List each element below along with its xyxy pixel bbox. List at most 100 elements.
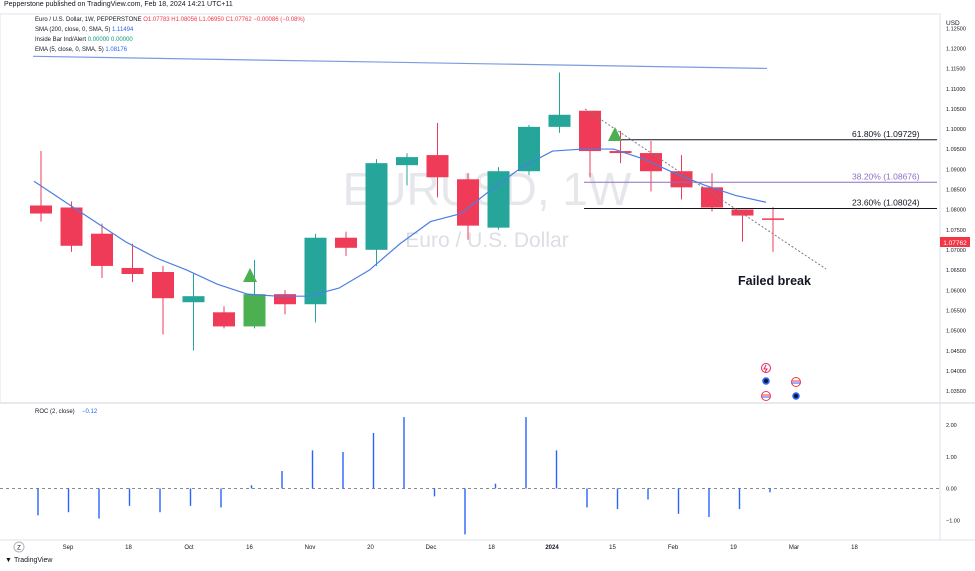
candle[interactable] <box>365 159 388 266</box>
zoom-button-label: Z <box>17 546 21 552</box>
candle-body <box>335 237 357 248</box>
candle-body <box>548 114 571 127</box>
price-tick-label: 1.05000 <box>946 329 966 335</box>
roc-histogram <box>0 417 940 535</box>
candle-body <box>457 179 479 226</box>
time-tick-label: Dec <box>426 545 437 551</box>
tradingview-logo[interactable]: ▼ TradingView <box>5 557 52 564</box>
candle-body <box>731 209 754 216</box>
candle[interactable] <box>701 173 723 212</box>
roc-tick-label: 0.00 <box>946 487 957 493</box>
roc-axis[interactable]: 2.00 1.00 0.00 −1.00 <box>946 423 960 524</box>
price-axis[interactable]: 1.12500 1.12000 1.11500 1.11000 1.10500 1.100… <box>946 26 966 395</box>
inside-bar-triangle-up <box>608 127 622 141</box>
fib-level-label: 23.60% (1.08024) <box>852 198 920 208</box>
time-tick-label: 18 <box>488 545 495 551</box>
event-icons[interactable] <box>760 363 802 402</box>
roc-legend-label[interactable]: ROC (2, close) <box>35 409 75 415</box>
price-tick-label: 1.12500 <box>946 26 966 32</box>
candle-body <box>30 205 52 214</box>
candle[interactable] <box>121 243 144 283</box>
price-tick-label: 1.11000 <box>946 87 965 93</box>
dividend-event-icon[interactable] <box>761 363 771 373</box>
price-tick-label: 1.07500 <box>946 228 966 234</box>
candle-body <box>152 271 174 299</box>
lightning-icon <box>763 364 768 373</box>
time-tick-label: 18 <box>125 545 132 551</box>
price-tick-label: 1.08000 <box>946 208 966 214</box>
candle-body <box>762 218 784 220</box>
eu-flag-icon <box>794 394 798 398</box>
ema-5-layer <box>33 148 767 297</box>
currency-label[interactable]: USD <box>946 20 960 27</box>
eu-flag-icon <box>764 379 768 383</box>
candle[interactable] <box>731 209 754 242</box>
roc-tick-label: 1.00 <box>946 455 957 461</box>
candle[interactable] <box>487 167 510 230</box>
candle-body <box>701 187 723 208</box>
candle[interactable] <box>762 207 784 252</box>
price-tick-label: 1.11500 <box>946 67 965 73</box>
sma-200-layer <box>32 55 768 70</box>
candles-layer <box>30 72 784 351</box>
candle[interactable] <box>274 290 296 315</box>
fib-level-label: 61.80% (1.09729) <box>852 129 920 139</box>
candle-body <box>579 110 601 152</box>
candle[interactable] <box>152 265 174 335</box>
failed-break-annotation[interactable]: Failed break <box>738 274 811 288</box>
time-tick-label: Mar <box>789 545 799 551</box>
us-flag-icon[interactable] <box>761 391 771 401</box>
tradingview-icon: ▼ <box>5 557 12 564</box>
candle[interactable] <box>182 274 205 351</box>
legend-ema[interactable]: EMA (5, close, 0, SMA, 5) 1.08176 <box>35 47 127 53</box>
candle-body <box>182 296 205 303</box>
candle[interactable] <box>457 173 479 240</box>
candle-body <box>304 237 327 305</box>
candle[interactable] <box>548 72 571 133</box>
candle[interactable] <box>670 155 693 200</box>
price-tick-label: 1.03500 <box>946 389 966 395</box>
candle-body <box>91 233 113 266</box>
candle-body <box>396 157 418 166</box>
candle[interactable] <box>304 233 327 323</box>
candle[interactable] <box>60 201 83 252</box>
time-axis[interactable]: Sep 18 Oct 16 Nov 20 Dec 18 2024 15 Feb 19 Mar 18 <box>63 545 859 551</box>
time-tick-label: 16 <box>246 545 253 551</box>
candle[interactable] <box>579 110 601 178</box>
candle-body <box>609 151 632 154</box>
price-tick-label: 1.06000 <box>946 288 966 294</box>
legend-inside-label: Inside Bar Ind/Alert <box>35 37 87 43</box>
price-tick-label: 1.06500 <box>946 268 966 274</box>
ema-5-line[interactable] <box>33 148 767 297</box>
candle-body <box>426 155 449 178</box>
roc-tick-label: −1.00 <box>946 518 960 524</box>
price-tick-label: 1.08500 <box>946 188 966 194</box>
candle-body <box>274 294 296 305</box>
legend-sma[interactable]: SMA (200, close, 0, SMA, 5) 1.11494 <box>35 27 133 33</box>
publisher-header: Pepperstone published on TradingView.com… <box>4 1 233 8</box>
time-tick-label: 19 <box>730 545 737 551</box>
time-tick-label: 18 <box>851 545 858 551</box>
candle[interactable] <box>396 153 418 186</box>
price-tick-label: 1.09000 <box>946 167 966 173</box>
time-tick-label: 20 <box>367 545 374 551</box>
legend-sma-label: SMA (200, close, 0, SMA, 5) <box>35 27 111 33</box>
trend-line-drawing[interactable] <box>584 108 827 270</box>
candle[interactable] <box>213 306 235 329</box>
fib-level-label: 38.20% (1.08676) <box>852 171 920 181</box>
candle[interactable] <box>335 231 357 256</box>
candle[interactable] <box>609 130 632 164</box>
legend-symbol-name[interactable]: Euro / U.S. Dollar, 1W, PEPPERSTONE <box>35 17 142 23</box>
candle[interactable] <box>426 122 449 198</box>
legend-inside-bar[interactable]: Inside Bar Ind/Alert 0.00000 0.00000 <box>35 37 133 43</box>
legend-ema-value: 1.08176 <box>105 47 128 53</box>
candle-body <box>518 126 540 172</box>
zoom-button[interactable] <box>13 541 25 553</box>
watermark-symbol: EURUSD, 1W <box>343 163 632 215</box>
time-tick-label: Sep <box>63 545 74 551</box>
us-flag-icon[interactable] <box>791 377 801 387</box>
sma-200-line[interactable] <box>32 55 768 70</box>
candle[interactable] <box>91 223 113 279</box>
candle-body <box>60 207 83 246</box>
